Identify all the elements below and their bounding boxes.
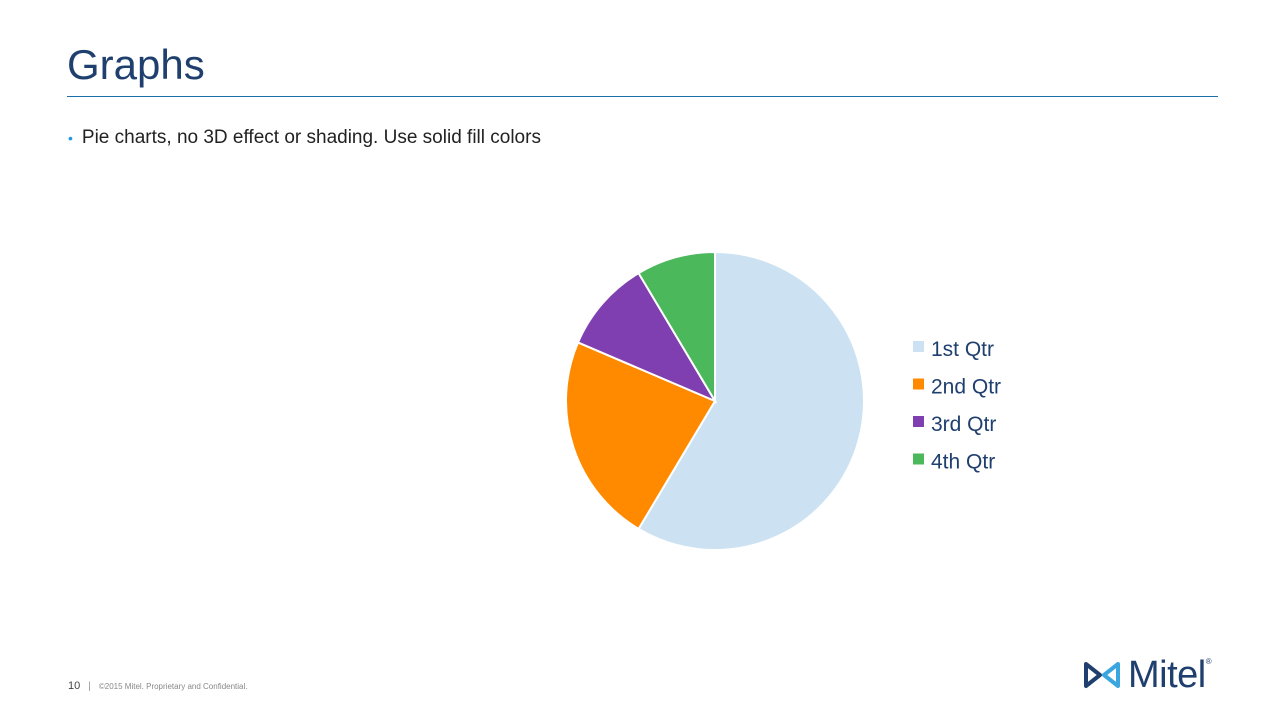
title-rule — [67, 96, 1218, 97]
slide-footer: 10 | ©2015 Mitel. Proprietary and Confid… — [68, 680, 248, 692]
bullet-text: Pie charts, no 3D effect or shading. Use… — [81, 127, 541, 148]
footer-separator: | — [88, 681, 91, 692]
slide-title: Graphs — [67, 41, 205, 88]
bullet-dot-icon: • — [68, 130, 73, 146]
mitel-mark-icon — [1084, 662, 1120, 688]
legend-swatch-1 — [913, 341, 924, 352]
legend-swatch-3 — [913, 416, 924, 427]
copyright-text: ©2015 Mitel. Proprietary and Confidentia… — [98, 682, 248, 691]
pie-slice-1 — [637, 250, 865, 551]
pie-slices — [565, 250, 865, 551]
pie-slice-4 — [637, 250, 716, 405]
registered-mark: ® — [1205, 656, 1212, 666]
mitel-wordmark: Mitel — [1128, 654, 1206, 696]
legend-label-3: 3rd Qtr — [931, 413, 996, 436]
pie-slice-3 — [576, 271, 718, 404]
bullet-item: • Pie charts, no 3D effect or shading. U… — [68, 127, 541, 149]
mitel-logo: Mitel ® — [1082, 656, 1212, 694]
legend-swatch-2 — [913, 378, 924, 390]
chart-legend: 1st Qtr 2nd Qtr 3rd Qtr 4th Qtr — [913, 338, 1001, 474]
pie-slice-2 — [565, 341, 717, 531]
legend-label-4: 4th Qtr — [931, 451, 995, 474]
legend-label-2: 2nd Qtr — [931, 376, 1001, 399]
legend-label-1: 1st Qtr — [931, 338, 994, 361]
page-number: 10 — [68, 680, 81, 692]
legend-swatch-4 — [913, 453, 924, 465]
